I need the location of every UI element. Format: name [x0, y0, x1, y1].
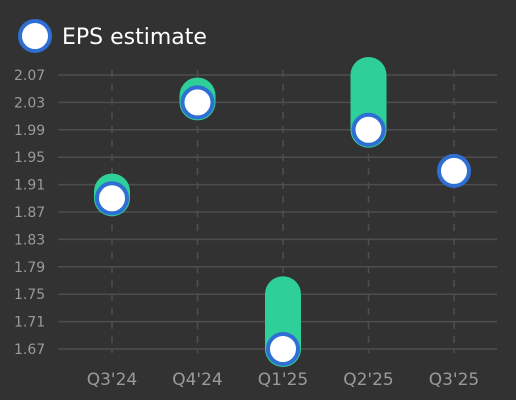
- y-tick-label: 1.79: [14, 260, 45, 276]
- estimate-marker: [437, 153, 471, 188]
- y-tick-label: 1.87: [14, 205, 45, 221]
- y-tick-label: 1.95: [14, 150, 45, 166]
- y-tick-label: 1.75: [14, 287, 45, 303]
- estimate-marker: [266, 332, 300, 366]
- y-tick-label: 1.71: [14, 315, 45, 331]
- y-tick-label: 1.67: [14, 342, 45, 358]
- x-tick-label: Q4'24: [172, 370, 223, 390]
- y-tick-label: 2.03: [14, 95, 45, 111]
- estimate-marker: [351, 112, 386, 147]
- y-tick-label: 1.99: [14, 123, 45, 139]
- x-tick-label: Q1'25: [258, 370, 309, 390]
- x-tick-label: Q2'25: [343, 370, 394, 390]
- estimate-marker: [95, 181, 129, 216]
- marker-layer: [95, 85, 471, 366]
- x-axis-ticks: Q3'24 Q4'24 Q1'25 Q2'25 Q3'25: [87, 370, 480, 390]
- y-axis-ticks: 1.67 1.71 1.75 1.79 1.83 1.87 1.91 1.95 1.99 2.03…: [14, 68, 45, 358]
- legend-label: EPS estimate: [62, 25, 207, 50]
- x-tick-label: Q3'25: [429, 370, 480, 390]
- x-tick-label: Q3'24: [87, 370, 138, 390]
- grid-layer: [58, 70, 497, 353]
- y-tick-label: 1.91: [14, 178, 45, 194]
- estimate-marker: [180, 85, 215, 120]
- y-tick-label: 1.83: [14, 232, 45, 248]
- legend: EPS estimate: [18, 19, 207, 53]
- legend-marker-icon: [18, 19, 52, 53]
- y-tick-label: 2.07: [14, 68, 45, 84]
